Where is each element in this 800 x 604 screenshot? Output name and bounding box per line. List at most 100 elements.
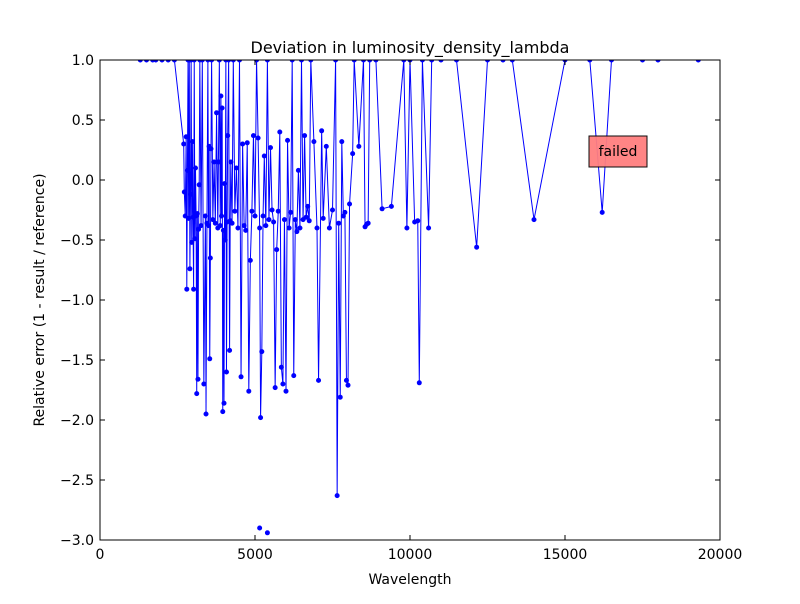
relative-error-point [416, 380, 422, 386]
relative-error-point [500, 60, 506, 63]
annotation-layer: failed [588, 135, 648, 168]
outlier-point [264, 530, 270, 536]
relative-error-point [207, 356, 213, 362]
relative-error-point [187, 266, 193, 272]
relative-error-point [379, 206, 385, 212]
relative-error-point [345, 382, 351, 388]
relative-error-point [275, 208, 281, 214]
relative-error-point [246, 388, 252, 394]
relative-error-point [260, 213, 266, 219]
relative-error-point [238, 374, 244, 380]
relative-error-point [144, 60, 149, 63]
relative-error-point [244, 140, 250, 146]
relative-error-point [292, 217, 298, 223]
relative-error-point [191, 60, 197, 63]
relative-error-point [137, 60, 143, 63]
relative-error-point [655, 60, 661, 63]
relative-error-point [219, 105, 225, 111]
relative-error-point [243, 227, 249, 233]
relative-error-point [274, 247, 280, 253]
y-axis-label: Relative error (1 - result / reference) [32, 173, 48, 426]
relative-error-point [297, 225, 303, 231]
relative-error-point [316, 377, 322, 383]
relative-error-point [202, 213, 208, 219]
relative-error-point [278, 364, 284, 370]
relative-error-point [429, 60, 435, 63]
relative-error-point [184, 286, 190, 292]
relative-error-point [205, 60, 211, 63]
relative-error-point [326, 225, 332, 231]
relative-error-point [219, 213, 225, 219]
relative-error-point [201, 381, 207, 387]
relative-error-point [388, 203, 394, 209]
relative-error-point [240, 141, 246, 147]
relative-error-point [343, 377, 349, 383]
relative-error-point [249, 208, 255, 214]
relative-error-point [299, 60, 304, 63]
relative-error-point [259, 349, 265, 355]
relative-error-point [401, 60, 407, 63]
relative-error-point [198, 223, 204, 229]
relative-error-point [191, 286, 197, 292]
relative-error-point [209, 60, 215, 63]
relative-error-point [415, 218, 421, 224]
relative-error-point [695, 60, 701, 63]
y-tick-label: 0.5 [72, 113, 94, 129]
relative-error-point [235, 225, 241, 231]
y-tick-label: 0.0 [72, 173, 94, 189]
relative-error-point [159, 60, 165, 63]
relative-error-point [263, 223, 269, 229]
relative-error-point [216, 60, 222, 63]
relative-error-point [367, 60, 373, 63]
relative-error-point [217, 223, 223, 229]
relative-error-point [233, 165, 239, 171]
relative-error-point [351, 60, 357, 63]
relative-error-point [640, 60, 645, 63]
relative-error-point [339, 139, 345, 145]
relative-error-point [419, 60, 425, 63]
relative-error-point [188, 191, 194, 197]
relative-error-point [181, 189, 187, 195]
relative-error-point [271, 219, 277, 225]
relative-error-point [230, 60, 236, 63]
plot-area [137, 60, 701, 536]
y-tick-label: 1.0 [72, 53, 94, 69]
relative-error-point [474, 244, 480, 250]
relative-error-point [192, 165, 198, 171]
relative-error-point [203, 411, 209, 417]
relative-error-point [215, 159, 221, 165]
relative-error-point [221, 400, 227, 406]
x-tick-label: 15000 [543, 547, 588, 563]
relative-error-point [342, 209, 348, 215]
relative-error-point [241, 223, 247, 229]
relative-error-point [347, 201, 353, 207]
relative-error-point [289, 60, 295, 63]
marker-layer [137, 60, 701, 536]
relative-error-point [226, 60, 232, 63]
x-axis-label: Wavelength [368, 572, 451, 588]
relative-error-point [365, 220, 371, 226]
relative-error-point [356, 143, 362, 149]
failed-status-text: failed [599, 144, 638, 160]
relative-error-point [323, 143, 329, 149]
relative-error-point [153, 60, 159, 63]
relative-error-point [181, 141, 187, 147]
y-tick-label: −2.5 [60, 473, 94, 489]
y-tick-label: −2.0 [60, 413, 94, 429]
relative-error-point [277, 129, 283, 135]
relative-error-point [182, 213, 188, 219]
relative-error-point [305, 203, 311, 209]
relative-error-point [361, 60, 366, 63]
relative-error-point [267, 145, 273, 151]
failed-status-box [588, 135, 648, 168]
relative-error-point [220, 409, 226, 415]
relative-error-point [225, 133, 231, 139]
relative-error-point [288, 209, 294, 215]
x-tick-label: 10000 [388, 547, 433, 563]
relative-error-point [222, 237, 228, 243]
relative-error-point [404, 225, 410, 231]
relative-error-point [261, 153, 267, 159]
relative-error-point [195, 376, 201, 382]
relative-error-point [227, 347, 233, 353]
